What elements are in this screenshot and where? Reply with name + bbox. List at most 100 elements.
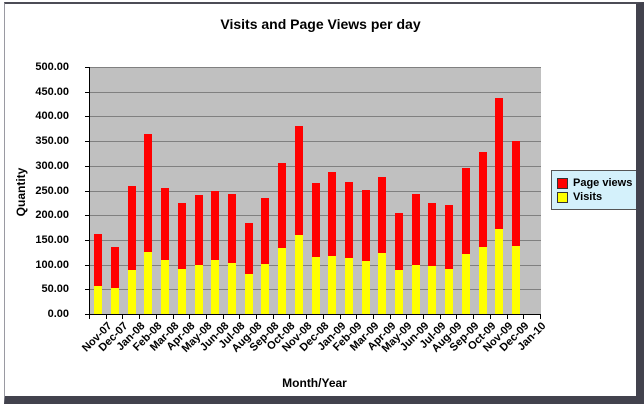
x-tick-mark (189, 315, 191, 319)
bar-segment-visits (244, 274, 253, 314)
legend-swatch-visits (557, 191, 568, 203)
chart-title: Visits and Page Views per day (220, 16, 421, 32)
x-tick-mark (489, 315, 491, 319)
x-axis-title: Month/Year (282, 376, 347, 390)
x-tick-mark (339, 315, 341, 319)
gridline (90, 165, 541, 167)
bar-segment-visits (461, 253, 470, 314)
bar-segment-page-views (378, 176, 387, 254)
bar-segment-page-views (478, 151, 487, 247)
y-tick-mark (85, 264, 89, 266)
bar-segment-page-views (294, 126, 303, 235)
y-tick-label: 50.00 (41, 283, 69, 296)
x-tick-mark (389, 315, 391, 319)
bar-segment-visits (161, 259, 170, 314)
bar-segment-page-views (211, 190, 220, 260)
x-tick-mark (172, 315, 174, 319)
y-tick-label: 100.00 (35, 258, 69, 271)
bar-segment-visits (227, 263, 236, 314)
bar-segment-visits (478, 246, 487, 314)
x-tick-mark (139, 315, 141, 319)
x-tick-mark (372, 315, 374, 319)
y-tick-mark (85, 314, 89, 315)
bar-segment-page-views (244, 222, 253, 275)
bar-segment-page-views (428, 202, 437, 267)
bar-segment-page-views (328, 171, 337, 257)
y-tick-mark (85, 215, 89, 217)
bar-segment-visits (445, 268, 454, 314)
bar-segment-visits (111, 288, 120, 314)
gridline (90, 141, 541, 143)
y-tick-label: 0.00 (47, 308, 69, 320)
bar-segment-page-views (227, 193, 236, 264)
x-tick-mark (306, 315, 308, 319)
legend-label: Page views (573, 177, 633, 189)
y-tick-label: 200.00 (35, 209, 69, 222)
bar-segment-page-views (194, 195, 203, 265)
bar-segment-page-views (344, 181, 353, 259)
bar-segment-visits (411, 264, 420, 314)
y-tick-mark (85, 239, 89, 241)
y-tick-mark (85, 116, 89, 118)
gridline (90, 91, 541, 93)
x-tick-mark (155, 315, 157, 319)
bar-segment-page-views (161, 188, 170, 260)
bar-segment-visits (177, 268, 186, 314)
x-tick-mark (122, 315, 124, 319)
y-tick-label: 350.00 (35, 135, 69, 148)
x-tick-mark (89, 315, 90, 319)
y-tick-mark (85, 165, 89, 167)
y-tick-mark (85, 141, 89, 143)
chart-frame: Visits and Page Views per day Quantity 5… (4, 2, 644, 404)
y-tick-mark (85, 67, 89, 68)
x-tick-mark (205, 315, 207, 319)
x-tick-mark (256, 315, 258, 319)
x-tick-mark (473, 315, 475, 319)
x-tick-mark (523, 315, 525, 319)
y-tick-mark (85, 190, 89, 192)
bar-segment-visits (511, 245, 520, 314)
legend-item: Page views (557, 177, 633, 189)
x-tick-mark (222, 315, 224, 319)
y-tick-label: 500.00 (35, 61, 69, 73)
x-tick-mark (540, 315, 541, 319)
bar-segment-page-views (411, 194, 420, 265)
y-tick-label: 450.00 (35, 85, 69, 98)
x-tick-mark (289, 315, 291, 319)
bar-segment-page-views (177, 202, 186, 269)
bar-segment-page-views (495, 97, 504, 229)
bar-segment-page-views (278, 163, 287, 249)
x-tick-mark (356, 315, 358, 319)
y-tick-label: 250.00 (35, 184, 69, 197)
bar-segment-page-views (127, 185, 136, 270)
y-tick-label: 150.00 (35, 233, 69, 246)
bar-segment-visits (294, 234, 303, 314)
legend-item: Visits (557, 191, 631, 203)
bar-segment-visits (144, 252, 153, 314)
bar-segment-visits (278, 248, 287, 314)
bar-segment-page-views (511, 141, 520, 246)
bar-segment-page-views (311, 183, 320, 258)
bar-segment-visits (311, 257, 320, 314)
x-tick-mark (322, 315, 324, 319)
bar-segment-visits (328, 256, 337, 314)
bar-segment-visits (395, 269, 404, 314)
bar-segment-visits (194, 264, 203, 314)
bar-segment-visits (127, 269, 136, 314)
gridline (90, 116, 541, 118)
bar-segment-visits (495, 228, 504, 314)
gridline (90, 67, 541, 68)
bar-segment-page-views (144, 133, 153, 253)
legend: Page views Visits (551, 170, 636, 210)
bar-segment-page-views (111, 247, 120, 289)
bar-segment-visits (211, 259, 220, 314)
x-tick-mark (239, 315, 241, 319)
bar-segment-visits (344, 258, 353, 314)
bar-segment-page-views (361, 189, 370, 261)
y-tick-mark (85, 91, 89, 93)
y-tick-label: 400.00 (35, 110, 69, 123)
legend-swatch-page-views (557, 177, 568, 189)
legend-label: Visits (573, 191, 603, 203)
x-tick-mark (272, 315, 274, 319)
plot-area (89, 67, 541, 315)
